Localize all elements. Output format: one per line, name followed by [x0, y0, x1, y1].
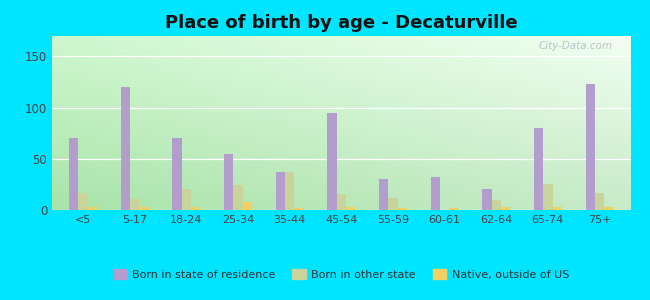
Bar [337, 194, 346, 210]
Title: Place of birth by age - Decaturville: Place of birth by age - Decaturville [165, 14, 517, 32]
Bar [346, 207, 355, 210]
Bar [285, 172, 294, 210]
Text: City-Data.com: City-Data.com [539, 41, 613, 51]
Bar [69, 138, 79, 210]
Bar [586, 84, 595, 210]
Bar [181, 188, 191, 210]
Bar [191, 207, 200, 210]
Bar [88, 207, 97, 210]
Bar [79, 193, 88, 210]
Bar [595, 193, 604, 210]
Bar [501, 207, 510, 210]
Bar [121, 87, 130, 210]
Bar [276, 172, 285, 210]
Bar [172, 138, 181, 210]
Bar [379, 179, 388, 210]
Bar [224, 154, 233, 210]
Bar [130, 199, 139, 210]
Bar [139, 207, 149, 210]
Bar [482, 188, 491, 210]
Bar [552, 207, 562, 210]
Bar [604, 207, 614, 210]
Bar [430, 177, 440, 210]
Bar [534, 128, 543, 210]
Bar [491, 200, 501, 210]
Bar [398, 208, 407, 210]
Bar [388, 198, 398, 210]
Bar [294, 208, 304, 210]
Bar [233, 185, 242, 210]
Legend: Born in state of residence, Born in other state, Native, outside of US: Born in state of residence, Born in othe… [109, 265, 573, 284]
Bar [449, 208, 458, 210]
Bar [242, 202, 252, 210]
Bar [328, 113, 337, 210]
Bar [543, 184, 552, 210]
